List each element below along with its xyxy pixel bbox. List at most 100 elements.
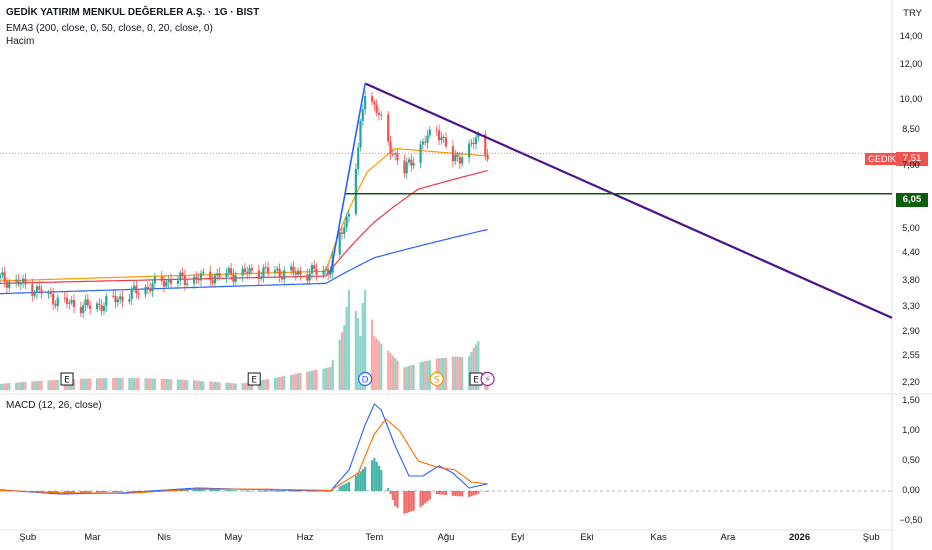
currency-label[interactable]: TRY: [903, 8, 922, 19]
volume-bar: [403, 367, 406, 390]
volume-bar: [428, 360, 431, 390]
candle-body: [130, 288, 133, 300]
volume-bar: [280, 376, 284, 390]
macd-histogram-bar: [313, 491, 316, 492]
volume-bar: [35, 381, 39, 390]
macd-axis-label: 0,00: [902, 485, 920, 495]
candle-body: [276, 268, 279, 271]
candle-body: [394, 153, 397, 155]
macd-legend[interactable]: MACD (12, 26, close): [6, 400, 102, 411]
macd-histogram-bar: [89, 491, 92, 493]
candle-body: [181, 272, 184, 276]
volume-bar: [313, 370, 316, 390]
price-axis-label: 14,00: [899, 30, 923, 41]
time-axis-label: Ağu: [437, 532, 455, 543]
volume-bar: [257, 381, 260, 390]
candle-body: [370, 96, 374, 102]
candle-body: [387, 114, 390, 142]
volume-bar: [260, 380, 263, 390]
time-axis-label: Haz: [296, 532, 314, 543]
event-markers[interactable]: E E D S E ⚡: [60, 371, 495, 387]
candle-body: [324, 268, 327, 271]
macd-histogram-bar: [474, 491, 478, 495]
drawing-lines[interactable]: [0, 82, 893, 319]
candle-body: [232, 274, 235, 282]
macd-histogram-bar: [114, 491, 117, 493]
event-marker[interactable]: E: [60, 372, 74, 386]
volume-bar: [327, 367, 330, 390]
macd-histogram-bar: [419, 491, 422, 508]
candle-body: [70, 300, 73, 303]
volume-bar: [315, 369, 318, 390]
volume-bar: [202, 381, 205, 390]
candle-body: [444, 137, 448, 147]
candle-body: [327, 268, 330, 275]
macd-histogram-bar: [273, 491, 277, 492]
volume-bar: [179, 379, 182, 390]
volume-bar: [128, 378, 131, 390]
time-axis-label: Nis: [157, 532, 171, 543]
ema50-line: [0, 169, 488, 284]
candle-body: [435, 129, 438, 131]
volume-bar: [246, 382, 249, 390]
event-marker[interactable]: E: [247, 372, 261, 386]
macd-pane: [0, 403, 489, 514]
macd-histogram-bar: [377, 466, 381, 491]
macd-histogram-bar: [213, 489, 217, 491]
macd-histogram-bar: [373, 458, 376, 491]
volume-bar: [153, 378, 156, 390]
macd-histogram-bar: [262, 491, 265, 492]
macd-histogram-bar: [229, 490, 233, 491]
macd-histogram-bar: [278, 491, 281, 492]
candle-body: [377, 112, 381, 115]
event-marker[interactable]: ⚡: [480, 371, 495, 387]
macd-histogram-bar: [54, 491, 57, 493]
volume-bar: [264, 379, 267, 390]
macd-histogram-bar: [299, 491, 302, 492]
candle-body: [79, 307, 82, 314]
ema-legend[interactable]: EMA3 (200, close, 0, 50, close, 0, 20, c…: [6, 23, 213, 34]
candle-body: [472, 142, 475, 145]
candle-body: [278, 268, 281, 277]
volume-bar: [396, 360, 399, 390]
volume-bar: [165, 379, 168, 390]
volume-bar: [444, 357, 448, 390]
event-marker[interactable]: E: [469, 372, 483, 386]
candle-body: [454, 154, 457, 162]
price-candles: [0, 90, 489, 319]
volume-bar: [262, 380, 265, 390]
event-marker-label: E: [64, 376, 70, 386]
candle-body: [486, 154, 489, 160]
candle-body: [116, 299, 119, 303]
macd-histogram-bar: [340, 485, 344, 491]
volume-bar: [338, 339, 341, 390]
macd-histogram-bar: [470, 491, 473, 497]
event-marker[interactable]: D: [358, 371, 373, 387]
candle-body: [137, 293, 140, 295]
macd-histogram-bar: [387, 488, 390, 491]
event-marker[interactable]: S: [429, 371, 444, 387]
candle-body: [169, 279, 173, 284]
symbol-title[interactable]: GEDİK YATIRIM MENKUL DEĞERLER A.Ş. · 1G …: [6, 7, 260, 18]
macd-histogram-bar: [70, 491, 73, 493]
candle-body: [470, 142, 473, 144]
candle-body: [225, 272, 228, 278]
volume-bar: [84, 378, 87, 390]
volume-bar: [130, 378, 133, 390]
macd-histogram-bar: [232, 490, 235, 491]
candle-body: [167, 279, 170, 282]
volume-bar: [149, 378, 152, 390]
volume-bar: [283, 375, 286, 390]
macd-histogram-bar: [292, 491, 295, 492]
volume-legend[interactable]: Hacim: [6, 36, 35, 47]
candle-body: [84, 299, 87, 306]
time-axis-label: Şub: [19, 532, 37, 543]
candle-body: [35, 286, 39, 293]
macd-histogram-bar: [412, 491, 415, 511]
candle-body: [322, 270, 325, 275]
price-axis-label: 3,30: [902, 301, 920, 312]
volume-bar: [394, 358, 397, 390]
volume-bar: [38, 380, 41, 390]
